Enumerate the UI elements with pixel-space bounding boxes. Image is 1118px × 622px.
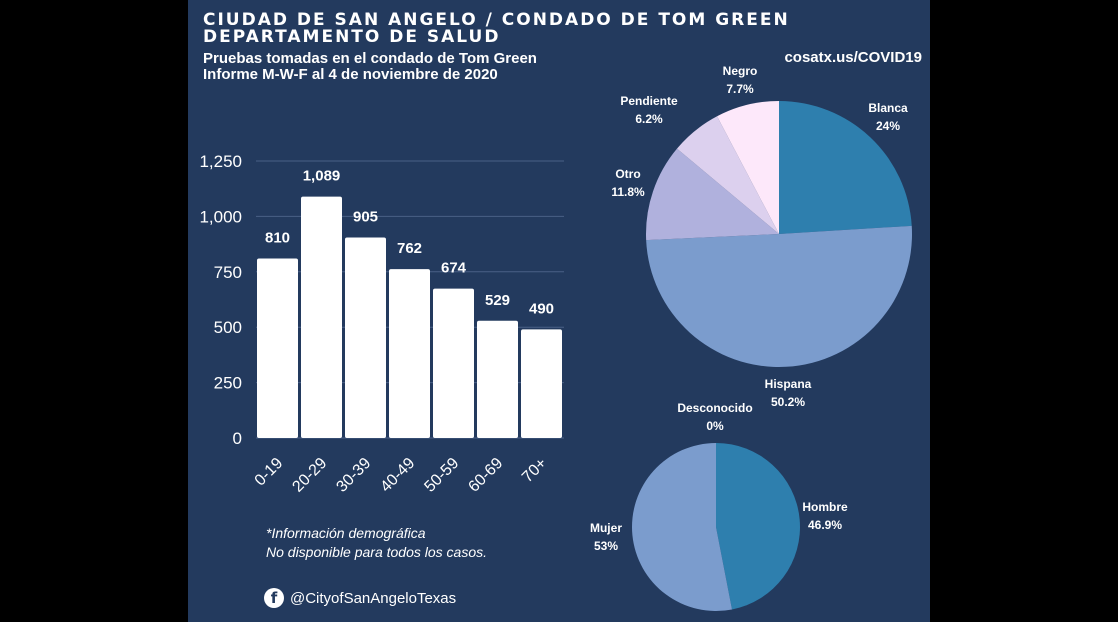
y-tick-label: 1,000 bbox=[199, 207, 242, 226]
social-handle: @CityofSanAngeloTexas bbox=[290, 589, 457, 607]
bar bbox=[257, 258, 298, 438]
y-tick-label: 500 bbox=[214, 318, 242, 337]
gender-pct: 46.9% bbox=[808, 518, 842, 532]
gender-label: Mujer bbox=[590, 521, 622, 535]
footnote-line2: No disponible para todos los casos. bbox=[266, 544, 488, 560]
bar bbox=[389, 269, 430, 438]
subtitle-line2: Informe M-W-F al 4 de noviembre de 2020 bbox=[203, 66, 498, 83]
ethnicity-pie-slice-hispana bbox=[646, 225, 912, 367]
ethnicity-label: Blanca bbox=[868, 101, 908, 115]
facebook-icon: f bbox=[264, 588, 284, 608]
title-line1: CIUDAD DE SAN ANGELO / CONDADO DE TOM GR… bbox=[203, 10, 790, 30]
gender-label: Hombre bbox=[802, 500, 848, 514]
bar-value-label: 490 bbox=[529, 300, 554, 317]
bar bbox=[301, 196, 342, 438]
gender-pie-slice-hombre bbox=[716, 443, 801, 610]
y-tick-label: 0 bbox=[233, 429, 242, 448]
title-line2: DEPARTAMENTO DE SALUD bbox=[203, 27, 501, 47]
bar bbox=[477, 320, 518, 438]
ethnicity-pie-slice-blanca bbox=[779, 101, 912, 234]
x-tick-label: 40-49 bbox=[377, 455, 418, 496]
x-tick-label: 60-69 bbox=[465, 455, 506, 496]
charts-canvas: 0 250 500 750 1,000 1,250 810 0-19 1,089 20-29 905… bbox=[199, 64, 912, 611]
x-tick-label: 0-19 bbox=[252, 455, 287, 490]
ethnicity-pct: 7.7% bbox=[726, 82, 754, 96]
x-tick-label: 70+ bbox=[519, 455, 550, 486]
y-tick-label: 250 bbox=[214, 374, 242, 393]
ethnicity-pct: 24% bbox=[876, 119, 900, 133]
bar-value-label: 810 bbox=[265, 230, 290, 247]
bar bbox=[521, 329, 562, 438]
footnote-line1: *Información demográfica bbox=[266, 525, 426, 541]
bar-value-label: 1,089 bbox=[303, 168, 341, 185]
ethnicity-label: Negro bbox=[723, 64, 758, 78]
ethnicity-pie-slice-otro bbox=[646, 148, 779, 241]
footnote: *Información demográfica No disponible p… bbox=[266, 524, 487, 562]
bar bbox=[345, 237, 386, 438]
source-url: cosatx.us/COVID19 bbox=[784, 49, 922, 66]
x-tick-label: 30-39 bbox=[333, 455, 374, 496]
social-link[interactable]: f @CityofSanAngeloTexas bbox=[264, 588, 456, 608]
gender-pie-slice-mujer bbox=[632, 443, 733, 611]
ethnicity-label: Pendiente bbox=[620, 94, 678, 108]
infographic-panel: CIUDAD DE SAN ANGELO / CONDADO DE TOM GR… bbox=[188, 0, 930, 622]
bar-value-label: 674 bbox=[441, 260, 467, 277]
ethnicity-label: Otro bbox=[615, 167, 640, 181]
ethnicity-pie-slice-negro bbox=[717, 101, 779, 234]
ethnicity-pct: 11.8% bbox=[611, 185, 645, 199]
x-tick-label: 50-59 bbox=[421, 455, 462, 496]
gender-pct: 53% bbox=[594, 539, 618, 553]
bar-value-label: 529 bbox=[485, 292, 510, 309]
x-tick-label: 20-29 bbox=[289, 455, 330, 496]
ethnicity-label: Hispana bbox=[765, 377, 812, 391]
ethnicity-pie-slice-pendiente bbox=[676, 116, 779, 234]
bar bbox=[433, 288, 474, 438]
bar-value-label: 905 bbox=[353, 208, 378, 225]
y-tick-label: 750 bbox=[214, 263, 242, 282]
gender-pct: 0% bbox=[706, 419, 724, 433]
gender-label: Desconocido bbox=[677, 401, 752, 415]
bar-value-label: 762 bbox=[397, 240, 422, 257]
y-tick-label: 1,250 bbox=[199, 152, 242, 171]
ethnicity-pct: 6.2% bbox=[635, 112, 663, 126]
subtitle-line1: Pruebas tomadas en el condado de Tom Gre… bbox=[203, 50, 537, 67]
ethnicity-pct: 50.2% bbox=[771, 395, 805, 409]
